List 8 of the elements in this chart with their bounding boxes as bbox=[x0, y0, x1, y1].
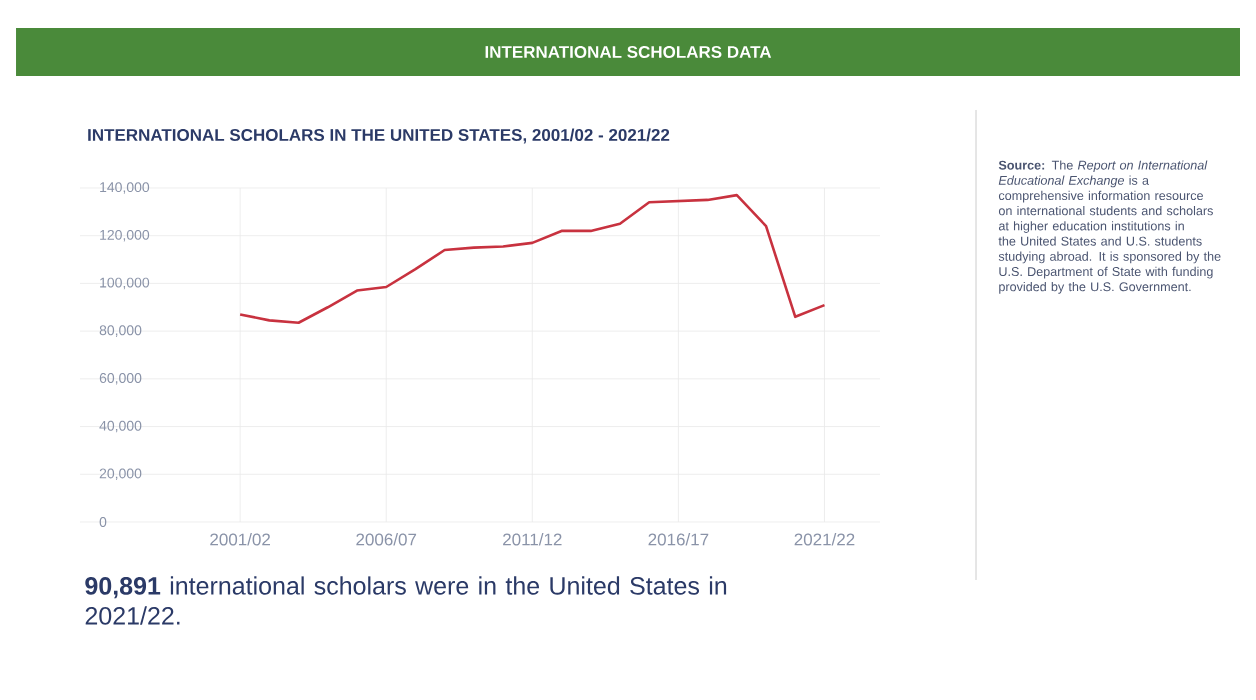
x-tick-label: 2001/02 bbox=[210, 533, 270, 546]
x-tick-label: 2021/22 bbox=[794, 533, 855, 546]
x-tick-label: 2011/12 bbox=[503, 533, 562, 546]
text: 90,891 international scholars were in the United States in 2021/22. bbox=[85, 576, 727, 625]
chart-title: INTERNATIONAL SCHOLARS DATA bbox=[485, 45, 772, 58]
chart-subtitle: INTERNATIONAL SCHOLARS IN THE UNITED STATES, 2001/02 - 2021/22 bbox=[88, 128, 670, 144]
x-tick-label: 2006/07 bbox=[356, 533, 417, 546]
x-tick-label: 2016/17 bbox=[648, 533, 709, 546]
